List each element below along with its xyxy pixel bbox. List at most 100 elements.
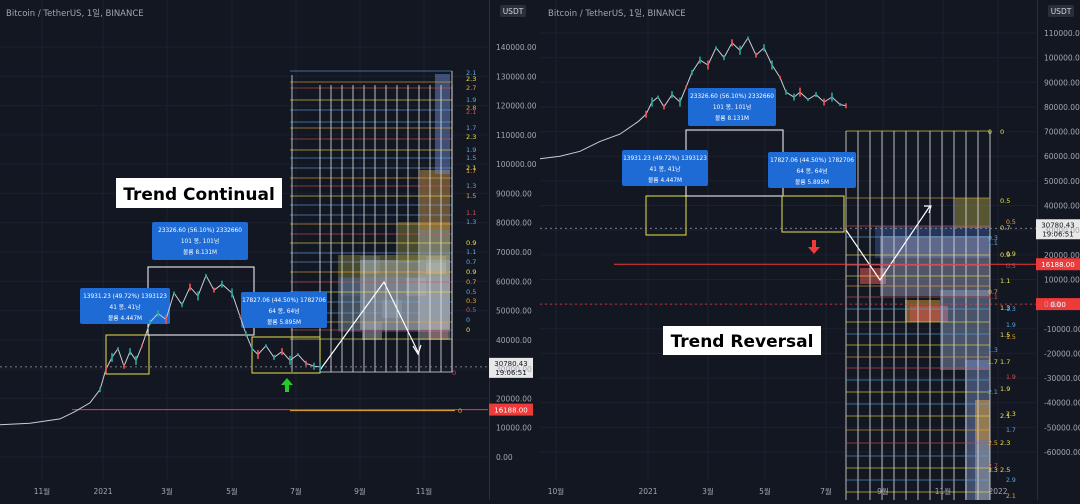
fib-zero-label: 0 bbox=[452, 369, 456, 377]
right-price-line bbox=[539, 36, 847, 160]
y-tick-label: 10000.00 bbox=[1044, 275, 1080, 284]
x-tick-label: 5월 bbox=[226, 486, 238, 496]
candle bbox=[273, 354, 275, 360]
measure-info-box bbox=[152, 222, 248, 260]
candle bbox=[197, 291, 199, 301]
x-tick-label: 11월 bbox=[34, 486, 51, 496]
zero-tag-bg bbox=[1036, 298, 1080, 311]
fib-level-label: 2.7 bbox=[466, 84, 476, 92]
currency-badge: USDT bbox=[1051, 7, 1072, 16]
fib-mid-label: 0.7 bbox=[988, 289, 998, 296]
candle bbox=[691, 69, 693, 75]
candle bbox=[685, 85, 687, 89]
measure-info-text: 13931.23 (49.72%) 1393123 bbox=[623, 156, 707, 162]
candle bbox=[265, 344, 267, 348]
fib-level-label: 0.5 bbox=[466, 288, 476, 296]
candle bbox=[663, 104, 665, 110]
fib-level-label: 1.7 bbox=[466, 124, 476, 132]
candle bbox=[671, 91, 673, 99]
fib-level-label: 0.3 bbox=[466, 297, 476, 305]
fib-zone bbox=[955, 198, 989, 228]
measure-info-text: 101 봉, 101넘 bbox=[713, 103, 751, 111]
candle bbox=[165, 314, 167, 324]
candle bbox=[739, 45, 741, 55]
measure-info-text: 볼륨 8.131M bbox=[183, 249, 217, 256]
fib-level-label: 2.3 bbox=[466, 133, 476, 141]
candle bbox=[715, 46, 717, 50]
y-tick-label: 70000.00 bbox=[1044, 128, 1080, 137]
y-tick-label: -40000.00 bbox=[1044, 399, 1080, 408]
y-tick-label: 130000.00 bbox=[496, 72, 537, 81]
zero-tag: 0.00 bbox=[1050, 301, 1066, 309]
candle bbox=[297, 353, 299, 356]
fib-level-label: 1.7 bbox=[1000, 358, 1010, 366]
fib-level-label: 2.1 bbox=[1000, 412, 1010, 420]
price-time: 19:06:51 bbox=[1042, 230, 1073, 238]
fib-zero-label: 0 bbox=[458, 407, 462, 415]
fib-level-label: 0.7 bbox=[466, 278, 476, 286]
fib-mid-label: 2.7 bbox=[988, 463, 998, 470]
fib-level-label: 1.5 bbox=[466, 192, 476, 200]
candle bbox=[173, 291, 175, 295]
x-tick-label: 10월 bbox=[548, 486, 565, 496]
fib-level-label: 1.1 bbox=[1000, 277, 1010, 285]
projection-path bbox=[319, 280, 419, 371]
measure-info-text: 17827.06 (44.50%) 1782706 bbox=[770, 158, 854, 164]
fib-level-label: 0.7 bbox=[466, 258, 476, 266]
candle bbox=[213, 287, 215, 293]
y-tick-label: -30000.00 bbox=[1044, 374, 1080, 383]
fib-level-label: 1.5 bbox=[1000, 331, 1010, 339]
measure-rect bbox=[105, 334, 150, 375]
candle bbox=[157, 310, 159, 317]
x-tick-label: 2021 bbox=[93, 487, 112, 496]
fib-level-label: 1.9 bbox=[466, 96, 476, 104]
candle bbox=[755, 52, 757, 58]
fib-level-label: 0.9 bbox=[466, 239, 476, 247]
fib-mid-label: 1.7 bbox=[988, 359, 998, 366]
candle bbox=[657, 95, 659, 99]
measure-info-box bbox=[768, 152, 856, 188]
candle bbox=[221, 280, 223, 288]
candle bbox=[815, 92, 817, 98]
fib-level-label: 1.3 bbox=[1000, 304, 1010, 312]
x-tick-label: 5월 bbox=[759, 486, 771, 496]
fib-mid-label: 1.7 bbox=[1006, 427, 1016, 434]
candle bbox=[111, 352, 113, 362]
y-tick-label: 0.00 bbox=[1044, 300, 1061, 309]
candle bbox=[831, 92, 833, 102]
measure-info-text: 64 봉, 64넘 bbox=[269, 307, 300, 315]
candle bbox=[313, 362, 315, 370]
fib-mid-label: 2.1 bbox=[988, 389, 998, 396]
y-tick-label: 140000.00 bbox=[496, 43, 537, 52]
candle bbox=[319, 362, 321, 372]
fib-level-label: 0.5 bbox=[1000, 197, 1010, 205]
projection-arrowhead bbox=[412, 344, 422, 356]
projection-path bbox=[845, 205, 931, 282]
fib-level-label: 2.1 bbox=[466, 164, 476, 172]
candle bbox=[99, 387, 101, 393]
candle bbox=[189, 283, 191, 291]
measure-info-text: 볼륨 4.447M bbox=[648, 177, 682, 184]
y-tick-label: 40000.00 bbox=[496, 336, 532, 345]
currency-badge: USDT bbox=[503, 7, 524, 16]
measure-info-text: 13931.23 (49.72%) 1393123 bbox=[83, 294, 167, 300]
candle bbox=[129, 348, 131, 356]
candle bbox=[117, 347, 119, 351]
candle bbox=[839, 102, 841, 106]
fib-mid-label: 0.5 bbox=[1006, 263, 1016, 270]
fib-zone bbox=[940, 290, 990, 370]
fib-level-label: 1.9 bbox=[466, 146, 476, 154]
candle bbox=[645, 110, 647, 118]
fib-zone bbox=[975, 400, 990, 440]
right-header: Bitcoin / TetherUS, 1일, BINANCE bbox=[548, 9, 686, 19]
measure-rect bbox=[645, 195, 687, 236]
candle bbox=[799, 87, 801, 97]
y-tick-label: 50000.00 bbox=[496, 307, 532, 316]
x-tick-label: 3월 bbox=[161, 486, 173, 496]
x-tick-label: 7월 bbox=[820, 486, 832, 496]
y-tick-label: 110000.00 bbox=[496, 131, 537, 140]
measure-info-text: 23326.60 (56.10%) 2332660 bbox=[158, 228, 242, 234]
fib-level-label: 1.3 bbox=[466, 182, 476, 190]
candle bbox=[231, 288, 233, 298]
